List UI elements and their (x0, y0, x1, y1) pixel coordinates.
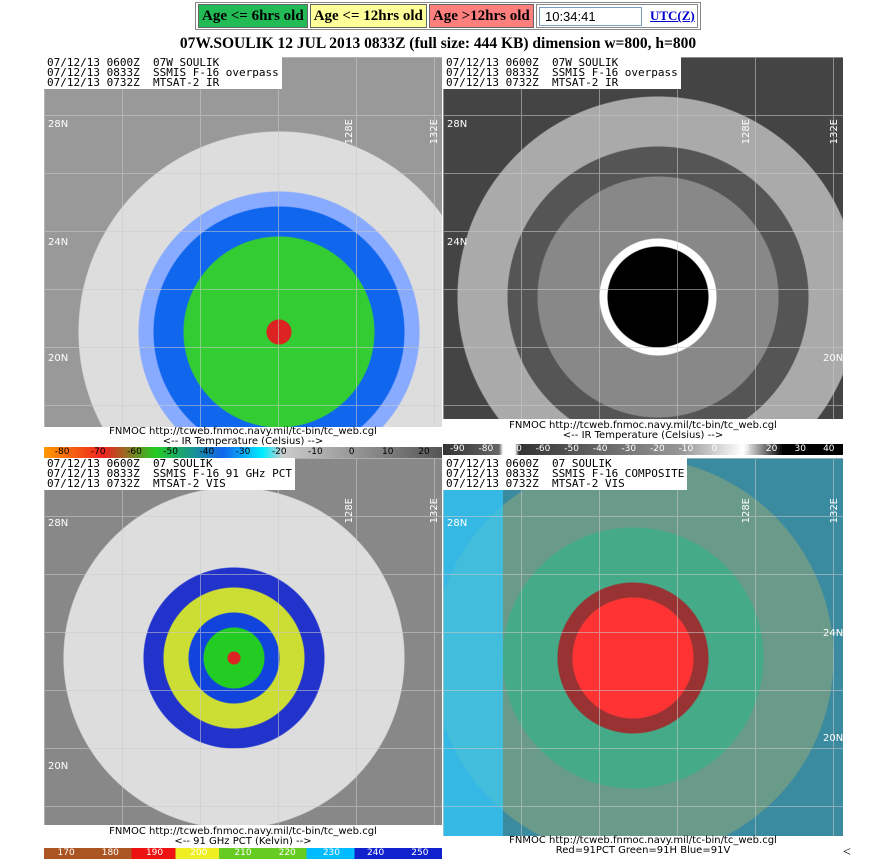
lat-label: 28N (447, 119, 468, 130)
colorbar-tick: 20 (418, 447, 430, 457)
colorbar-tick: 240 (367, 848, 385, 858)
colorbar-tick: 190 (145, 848, 164, 858)
colorbar-tick: -10 (308, 447, 323, 457)
colorbar-tick: 0 (348, 447, 355, 457)
colorbar-tick: -60 (127, 447, 142, 457)
lon-label: 132E (829, 498, 840, 524)
colorbar-tick: -60 (535, 444, 551, 454)
colorbar-tick: 0 (711, 444, 718, 454)
lon-label: 128E (741, 498, 752, 524)
colorbar-tick: -80 (478, 444, 494, 454)
caption-url: FNMOC http://tcweb.fnmoc.navy.mil/tc-bin… (509, 835, 777, 846)
clock-field[interactable]: 10:34:41 (538, 6, 642, 26)
colorbar-tick: 30 (794, 444, 806, 454)
caption: FNMOC http://tcweb.fnmoc.navy.mil/tc-bin… (443, 421, 843, 441)
lon-label: 128E (344, 498, 355, 524)
colorbar-tick: -10 (678, 444, 694, 454)
age-legend: Age <= 6hrs old Age <= 12hrs old Age >12… (195, 2, 701, 30)
caption: FNMOC http://tcweb.fnmoc.navy.mil/tc-bin… (44, 427, 442, 447)
panel-header: 07/12/13 0600Z 07W SOULIK 07/12/13 0833Z… (44, 57, 282, 89)
caption-url: FNMOC http://tcweb.fnmoc.navy.mil/tc-bin… (509, 420, 777, 431)
caption-url: FNMOC http://tcweb.fnmoc.navy.mil/tc-bin… (109, 826, 377, 837)
colorbar-tick: -70 (90, 447, 106, 457)
ir-bw-image[interactable]: 07/12/13 0600Z 07W SOULIK 07/12/13 0833Z… (443, 57, 843, 419)
panel-header: 07/12/13 0600Z 07 SOULIK 07/12/13 0833Z … (443, 458, 688, 490)
ir-bw-colorbar: -90 -80 -70 -60 -50 -40 -30 -20 -10 0 10 20 30 40 (443, 444, 843, 455)
caption: FNMOC http://tcweb.fnmoc.navy.mil/tc-bin… (44, 827, 442, 847)
colorbar-tick: -50 (564, 444, 579, 454)
lon-label: 132E (829, 119, 840, 145)
colorbar-tick: -30 (235, 447, 251, 457)
lat-label: 20N (48, 353, 69, 364)
lon-label: 128E (741, 119, 752, 145)
page-title: 07W.SOULIK 12 JUL 2013 0833Z (full size:… (179, 35, 697, 52)
panel-header: 07/12/13 0600Z 07 SOULIK 07/12/13 0833Z … (44, 458, 296, 490)
pct-91ghz-image[interactable]: 07/12/13 0600Z 07 SOULIK 07/12/13 0833Z … (44, 458, 442, 825)
lat-label: 20N (823, 733, 843, 744)
colorbar-tick: -50 (163, 447, 178, 457)
ir-color-image[interactable]: 07/12/13 0600Z 07W SOULIK 07/12/13 0833Z… (44, 57, 442, 427)
caption: FNMOC http://tcweb.fnmoc.navy.mil/tc-bin… (443, 836, 843, 856)
colorbar-tick: 10 (737, 444, 749, 454)
panel-header: 07/12/13 0600Z 07W SOULIK 07/12/13 0833Z… (443, 57, 681, 89)
colorbar-tick: -30 (621, 444, 637, 454)
colorbar-tick: 170 (57, 848, 75, 858)
caption-units: <-- IR Temperature (Celsius) --> (562, 430, 724, 441)
composite-image[interactable]: 07/12/13 0600Z 07 SOULIK 07/12/13 0833Z … (443, 458, 843, 836)
lat-label: 28N (48, 119, 69, 130)
colorbar-tick: 220 (278, 848, 296, 858)
colorbar-tick: 180 (101, 848, 119, 858)
colorbar-tick: -70 (507, 444, 522, 454)
legend-age-old: Age >12hrs old (428, 4, 534, 28)
utc-link[interactable]: UTC(Z) (649, 8, 695, 23)
clock-box: 10:34:41 UTC(Z) (535, 4, 698, 28)
lon-label: 132E (429, 119, 440, 145)
colorbar-tick: -20 (649, 444, 665, 454)
pct-colorbar: 170 180 190 200 210 220 230 240 250 (44, 848, 442, 859)
lat-label: 28N (48, 518, 69, 529)
colorbar-tick: -80 (54, 447, 70, 457)
corner-arrow[interactable]: < (843, 845, 851, 860)
colorbar-tick: 20 (765, 444, 778, 454)
lat-label: 24N (447, 237, 468, 248)
colorbar-tick: 250 (411, 848, 429, 858)
caption-url: FNMOC http://tcweb.fnmoc.navy.mil/tc-bin… (109, 426, 377, 437)
colorbar-tick: -40 (592, 444, 608, 454)
lat-label: 24N (823, 628, 843, 639)
lat-label: 20N (48, 761, 69, 772)
colorbar-tick: 40 (823, 444, 835, 454)
lat-label: 24N (48, 237, 69, 248)
lat-label: 28N (447, 518, 468, 529)
colorbar-tick: 230 (322, 848, 341, 858)
colorbar-tick: 210 (234, 848, 252, 858)
colorbar-tick: -90 (449, 444, 465, 454)
legend-age-12: Age <= 12hrs old (309, 4, 427, 28)
colorbar-tick: -20 (271, 447, 287, 457)
ir-colorbar: -80 -70 -60 -50 -40 -30 -20 -10 0 10 20 (44, 447, 442, 458)
lon-label: 132E (429, 498, 440, 524)
lon-label: 128E (344, 119, 355, 145)
colorbar-tick: 10 (382, 447, 394, 457)
caption-units: Red=91PCT Green=91H Blue=91V (555, 845, 731, 856)
colorbar-tick: -40 (199, 447, 215, 457)
caption-units: <-- IR Temperature (Celsius) --> (162, 436, 324, 447)
legend-age-6: Age <= 6hrs old (198, 4, 308, 28)
lat-label: 20N (823, 353, 843, 364)
caption-units: <-- 91 GHz PCT (Kelvin) --> (174, 836, 312, 847)
colorbar-tick: 200 (190, 848, 208, 858)
